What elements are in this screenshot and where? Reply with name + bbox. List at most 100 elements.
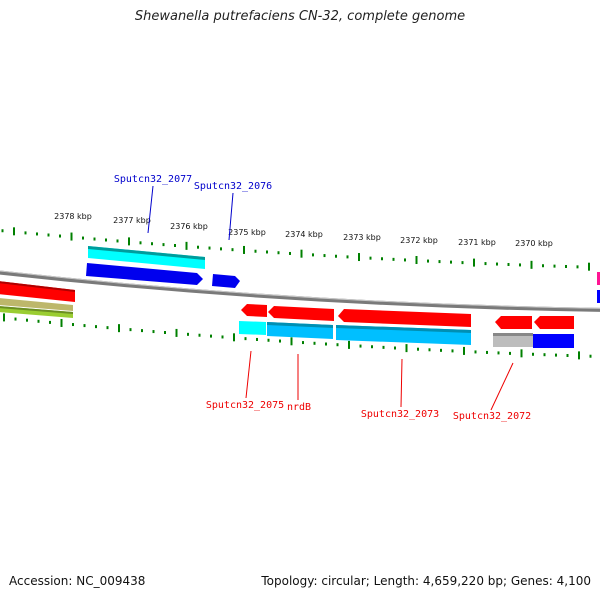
ruler-label: 2375 kbp xyxy=(228,228,266,237)
minor-tick xyxy=(141,329,143,333)
minor-tick xyxy=(382,345,385,349)
gene-label-nrdB[interactable]: nrdB xyxy=(287,402,311,413)
minor-tick xyxy=(486,350,488,354)
ruler-label: 2376 kbp xyxy=(170,222,208,231)
major-tick xyxy=(588,262,590,271)
cog-bar-sputcn32-2075[interactable] xyxy=(239,321,266,335)
gene-arrow-sputcn32-2077[interactable] xyxy=(86,263,203,285)
minor-tick xyxy=(323,254,326,258)
minor-tick xyxy=(14,317,17,321)
major-tick xyxy=(70,232,73,241)
minor-tick xyxy=(256,337,258,341)
gene-label-sputcn32-2076[interactable]: Sputcn32_2076 xyxy=(194,181,272,192)
minor-tick xyxy=(277,251,280,255)
minor-tick xyxy=(553,264,556,268)
feature-right-edge-blue[interactable] xyxy=(597,290,600,303)
minor-tick xyxy=(49,320,51,324)
minor-tick xyxy=(543,353,546,357)
major-tick xyxy=(530,260,533,269)
minor-tick xyxy=(302,341,304,345)
genome-backbone xyxy=(0,270,600,312)
major-tick xyxy=(473,258,475,267)
major-tick xyxy=(578,351,580,360)
major-tick xyxy=(358,253,360,262)
gene-arrow-sputcn32-2072a[interactable] xyxy=(495,316,532,329)
leader-sputcn32-2073 xyxy=(400,358,403,408)
leader-sputcn32-2075 xyxy=(245,350,252,399)
cog-bar-sputcn32-2072-blue[interactable] xyxy=(533,334,574,348)
feature-right-edge-pink[interactable] xyxy=(597,272,600,285)
gene-arrow-sputcn32-2072b[interactable] xyxy=(534,316,574,329)
minor-tick xyxy=(474,350,477,354)
minor-tick xyxy=(106,326,109,330)
minor-tick xyxy=(404,258,406,262)
ruler-labels: 2378 kbp 2377 kbp 2376 kbp 2375 kbp 2374 kbp… xyxy=(54,212,553,248)
cog-bar-sputcn32-2072-gray[interactable] xyxy=(493,333,533,347)
minor-tick xyxy=(47,233,50,237)
minor-tick xyxy=(93,237,96,241)
ruler-label: 2378 kbp xyxy=(54,212,92,221)
minor-tick xyxy=(325,342,327,346)
minor-tick xyxy=(566,353,569,357)
minor-tick xyxy=(198,333,201,337)
minor-tick xyxy=(24,231,27,235)
major-tick xyxy=(128,237,130,246)
gene-arrow-sputcn32-2073[interactable] xyxy=(338,309,471,327)
minor-tick xyxy=(105,238,107,242)
minor-tick xyxy=(565,264,567,268)
minor-tick xyxy=(26,318,28,322)
minor-tick xyxy=(83,324,86,328)
minor-tick xyxy=(313,341,316,345)
major-tick xyxy=(13,227,15,236)
major-tick xyxy=(185,241,188,250)
leader-sputcn32-2077 xyxy=(147,185,154,234)
minor-tick xyxy=(440,348,442,352)
minor-tick xyxy=(244,337,247,341)
minor-tick xyxy=(95,325,97,329)
minor-tick xyxy=(417,347,419,351)
minor-tick xyxy=(438,260,441,264)
minor-tick xyxy=(36,232,38,236)
minor-tick xyxy=(210,334,212,338)
minor-tick xyxy=(509,351,511,355)
minor-tick xyxy=(164,331,166,335)
gene-arrow-nrdB[interactable] xyxy=(268,306,334,321)
minor-tick xyxy=(532,352,534,356)
gene-arrow-sputcn32-2076[interactable] xyxy=(212,274,240,288)
major-tick xyxy=(175,328,178,337)
minor-tick xyxy=(1,229,4,233)
minor-tick xyxy=(151,242,153,246)
ruler-label: 2377 kbp xyxy=(113,216,151,225)
major-tick xyxy=(60,318,63,327)
major-tick xyxy=(290,337,293,346)
gene-label-sputcn32-2075[interactable]: Sputcn32_2075 xyxy=(206,400,284,411)
minor-tick xyxy=(174,243,176,247)
minor-tick xyxy=(231,248,234,252)
major-tick xyxy=(348,340,350,349)
major-tick xyxy=(233,333,235,342)
minor-tick xyxy=(576,265,579,269)
inner-ruler xyxy=(3,313,592,360)
gene-arrow-sputcn32-2075[interactable] xyxy=(241,304,267,317)
minor-tick xyxy=(59,234,61,238)
minor-tick xyxy=(484,262,487,266)
minor-tick xyxy=(221,335,224,339)
gene-label-sputcn32-2072[interactable]: Sputcn32_2072 xyxy=(453,411,531,422)
minor-tick xyxy=(162,243,165,247)
minor-tick xyxy=(197,245,199,249)
ruler-label: 2374 kbp xyxy=(285,230,323,239)
gene-label-sputcn32-2077[interactable]: Sputcn32_2077 xyxy=(114,174,192,185)
minor-tick xyxy=(427,259,429,263)
minor-tick xyxy=(542,264,544,268)
minor-tick xyxy=(555,353,557,357)
gene-arrow-left-edge[interactable] xyxy=(0,281,75,302)
minor-tick xyxy=(335,254,337,258)
major-tick xyxy=(243,245,245,254)
accession-text: Accession: NC_009438 xyxy=(9,574,146,588)
cog-bar-left-olive[interactable] xyxy=(0,298,73,311)
minor-tick xyxy=(496,262,498,266)
minor-tick xyxy=(371,345,373,349)
gene-label-sputcn32-2073[interactable]: Sputcn32_2073 xyxy=(361,409,439,420)
minor-tick xyxy=(428,348,431,352)
major-tick xyxy=(520,349,523,358)
